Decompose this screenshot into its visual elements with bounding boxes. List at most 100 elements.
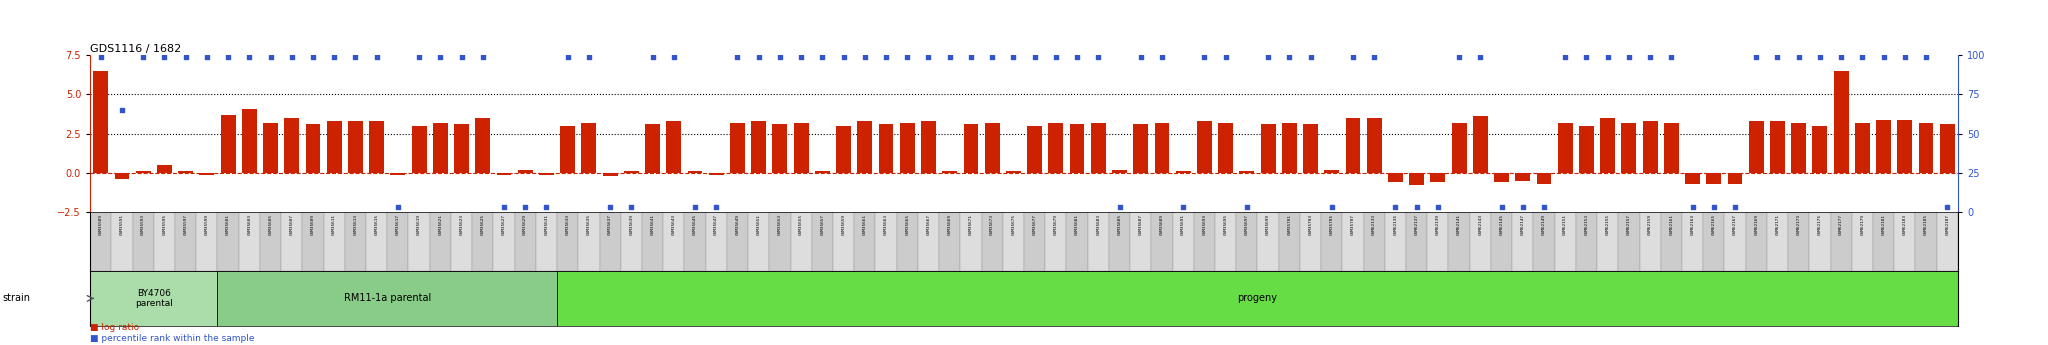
Bar (899, 123, 915, 173)
Bar (1491, 212, 1511, 271)
Text: GSM35699: GSM35699 (1266, 214, 1270, 235)
Text: GSM62179: GSM62179 (1860, 214, 1864, 235)
Bar (514, 212, 537, 271)
Bar (791, 212, 811, 271)
Bar (1536, 173, 1552, 184)
Bar (412, 126, 426, 173)
Bar (1133, 124, 1149, 173)
Bar (1300, 212, 1321, 271)
Bar (430, 212, 451, 271)
Bar (178, 171, 193, 173)
Text: GSM35603: GSM35603 (248, 214, 252, 235)
Point (1167, 205, 1200, 210)
Text: GSM35591: GSM35591 (121, 214, 125, 235)
Bar (918, 212, 940, 271)
Text: GSM35647: GSM35647 (715, 214, 719, 235)
Bar (240, 212, 260, 271)
Bar (1534, 212, 1554, 271)
Text: GSM35659: GSM35659 (842, 214, 846, 235)
Text: GSM35697: GSM35697 (1245, 214, 1249, 235)
Bar (94, 71, 109, 173)
Point (1931, 205, 1964, 210)
Point (1274, 54, 1307, 60)
Text: GSM62163: GSM62163 (1690, 214, 1694, 235)
Point (508, 205, 541, 210)
Point (211, 54, 244, 60)
Bar (1262, 124, 1276, 173)
Text: GSM62155: GSM62155 (1606, 214, 1610, 235)
Text: GSM35681: GSM35681 (1075, 214, 1079, 235)
Bar (1303, 124, 1319, 173)
Point (233, 54, 266, 60)
Point (147, 54, 180, 60)
Bar (154, 212, 174, 271)
Bar (641, 212, 664, 271)
Bar (752, 121, 766, 173)
Bar (1599, 118, 1616, 173)
Text: BY4706
parental: BY4706 parental (135, 289, 172, 308)
Point (997, 54, 1030, 60)
Point (1378, 205, 1411, 210)
Bar (324, 212, 344, 271)
Point (1591, 54, 1624, 60)
Text: GSM62141: GSM62141 (1456, 214, 1460, 235)
Text: GSM35651: GSM35651 (756, 214, 760, 235)
Bar (1004, 212, 1024, 271)
Text: GSM35687: GSM35687 (1139, 214, 1143, 235)
Bar (158, 165, 172, 173)
Text: GSM62137: GSM62137 (1415, 214, 1419, 235)
Point (84, 54, 117, 60)
Text: GSM62151: GSM62151 (1563, 214, 1567, 235)
Bar (772, 124, 786, 173)
Text: GSM35665: GSM35665 (905, 214, 909, 235)
Bar (729, 123, 745, 173)
Point (870, 54, 903, 60)
Bar (328, 121, 342, 173)
Text: GSM62173: GSM62173 (1796, 214, 1800, 235)
Point (1528, 205, 1561, 210)
Bar (281, 212, 303, 271)
Point (467, 54, 500, 60)
Bar (242, 109, 256, 173)
Bar (1642, 121, 1657, 173)
Point (1571, 54, 1604, 60)
Bar (858, 121, 872, 173)
Point (807, 54, 840, 60)
Bar (561, 126, 575, 173)
Bar (111, 212, 133, 271)
Point (1421, 205, 1454, 210)
Point (297, 54, 330, 60)
Text: GSM62171: GSM62171 (1776, 214, 1780, 235)
Text: GSM62147: GSM62147 (1522, 214, 1526, 235)
Point (424, 54, 457, 60)
Bar (963, 124, 979, 173)
Bar (707, 212, 727, 271)
Bar (1006, 171, 1020, 173)
Point (1401, 205, 1434, 210)
Bar (1389, 173, 1403, 183)
Point (1315, 205, 1348, 210)
Text: GSM62157: GSM62157 (1626, 214, 1630, 235)
Text: GSM35679: GSM35679 (1055, 214, 1059, 235)
Bar (1176, 171, 1190, 173)
Point (975, 54, 1008, 60)
Bar (367, 212, 387, 271)
Bar (1448, 212, 1470, 271)
Point (1442, 54, 1475, 60)
Bar (1151, 212, 1174, 271)
Bar (1364, 212, 1384, 271)
Text: GSM35641: GSM35641 (651, 214, 655, 235)
Bar (305, 124, 319, 173)
Point (784, 54, 817, 60)
Text: GSM35611: GSM35611 (332, 214, 336, 235)
Text: GSM62183: GSM62183 (1903, 214, 1907, 235)
Bar (115, 173, 129, 179)
Point (340, 54, 373, 60)
Text: GDS1116 / 1682: GDS1116 / 1682 (90, 45, 182, 55)
Bar (217, 212, 240, 271)
Text: GSM35627: GSM35627 (502, 214, 506, 235)
Text: GSM35663: GSM35663 (885, 214, 889, 235)
Point (1294, 54, 1327, 60)
Bar (664, 212, 684, 271)
Bar (1325, 170, 1339, 173)
